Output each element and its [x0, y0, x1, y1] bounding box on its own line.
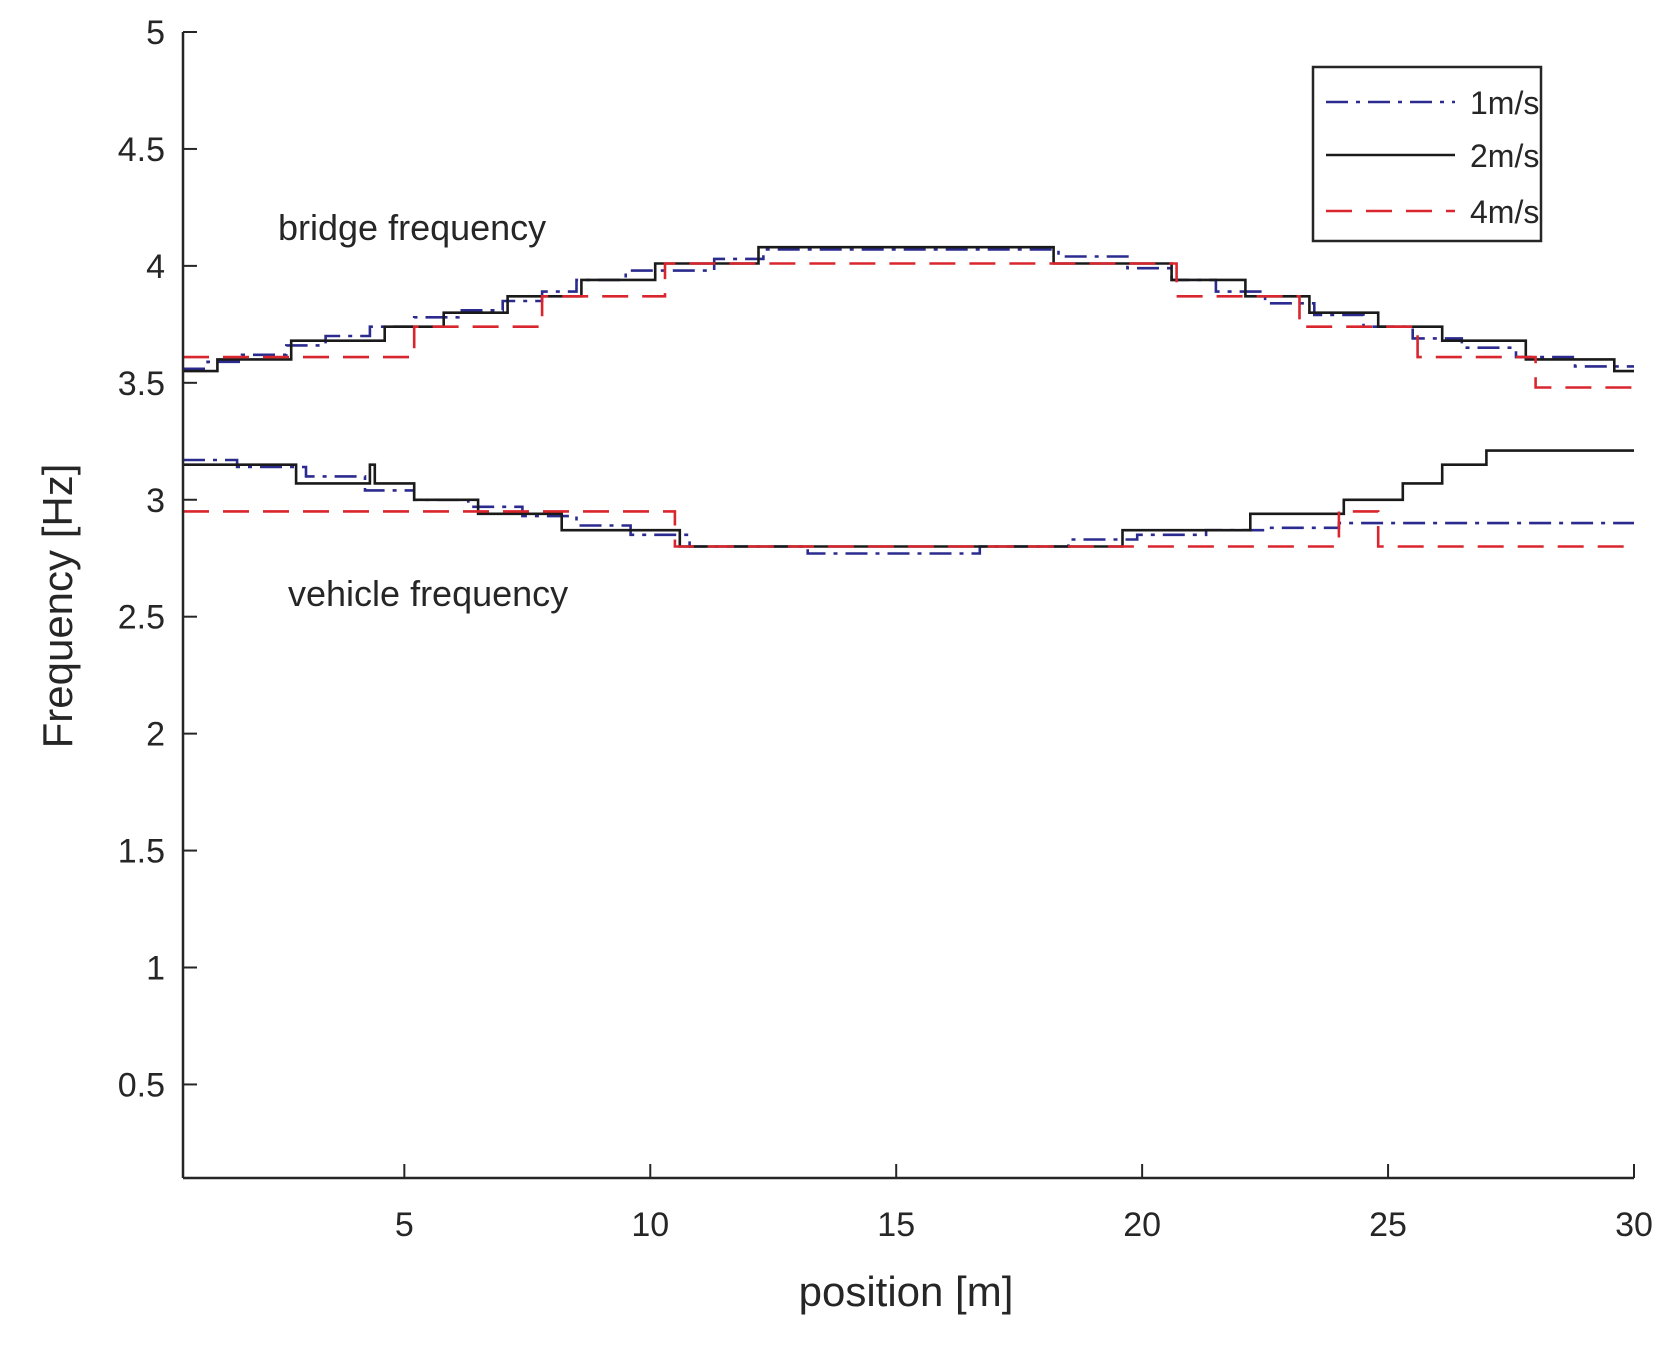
x-tick-label: 25	[1369, 1206, 1407, 1244]
y-tick-label: 1.5	[118, 833, 165, 871]
x-axis-title: position [m]	[799, 1268, 1014, 1315]
series-layer	[183, 245, 1634, 555]
annotation-vehicle-frequency: vehicle frequency	[288, 573, 568, 614]
x-tick-label: 15	[877, 1206, 915, 1244]
axes-layer	[181, 32, 1634, 1180]
series-4ms-vehicle-line	[183, 510, 1634, 548]
x-tick-label: 30	[1615, 1206, 1653, 1244]
y-tick-label: 4.5	[118, 131, 165, 169]
series-2ms-vehicle-line	[183, 449, 1634, 548]
y-tick-label: 3	[146, 482, 165, 520]
series-1ms-vehicle-line	[183, 458, 1634, 555]
x-tick-label: 20	[1123, 1206, 1161, 1244]
y-tick-label: 3.5	[118, 365, 165, 403]
y-tick-label: 1	[146, 950, 165, 988]
ticks-layer: 0.5 1 1.5 2 2.5 3 3.5 4 4.5 5 5 10 15 20 25 30	[118, 14, 1653, 1244]
annotation-bridge-frequency: bridge frequency	[278, 207, 546, 248]
y-tick-label: 5	[146, 14, 165, 52]
y-axis-title: Frequency [Hz]	[34, 464, 81, 749]
legend-label-4ms: 4m/s	[1470, 194, 1539, 230]
legend: 1m/s 2m/s 4m/s	[1311, 65, 1543, 243]
y-tick-label: 4	[146, 248, 165, 286]
legend-label-1ms: 1m/s	[1470, 85, 1539, 121]
legend-label-2ms: 2m/s	[1470, 138, 1539, 174]
y-tick-label: 2	[146, 716, 165, 754]
y-tick-label: 0.5	[118, 1066, 165, 1104]
x-tick-label: 5	[395, 1206, 414, 1244]
y-tick-label: 2.5	[118, 599, 165, 637]
series-2ms-bridge-line	[183, 245, 1634, 373]
series-4ms-bridge-line	[183, 262, 1634, 389]
x-tick-label: 10	[631, 1206, 669, 1244]
